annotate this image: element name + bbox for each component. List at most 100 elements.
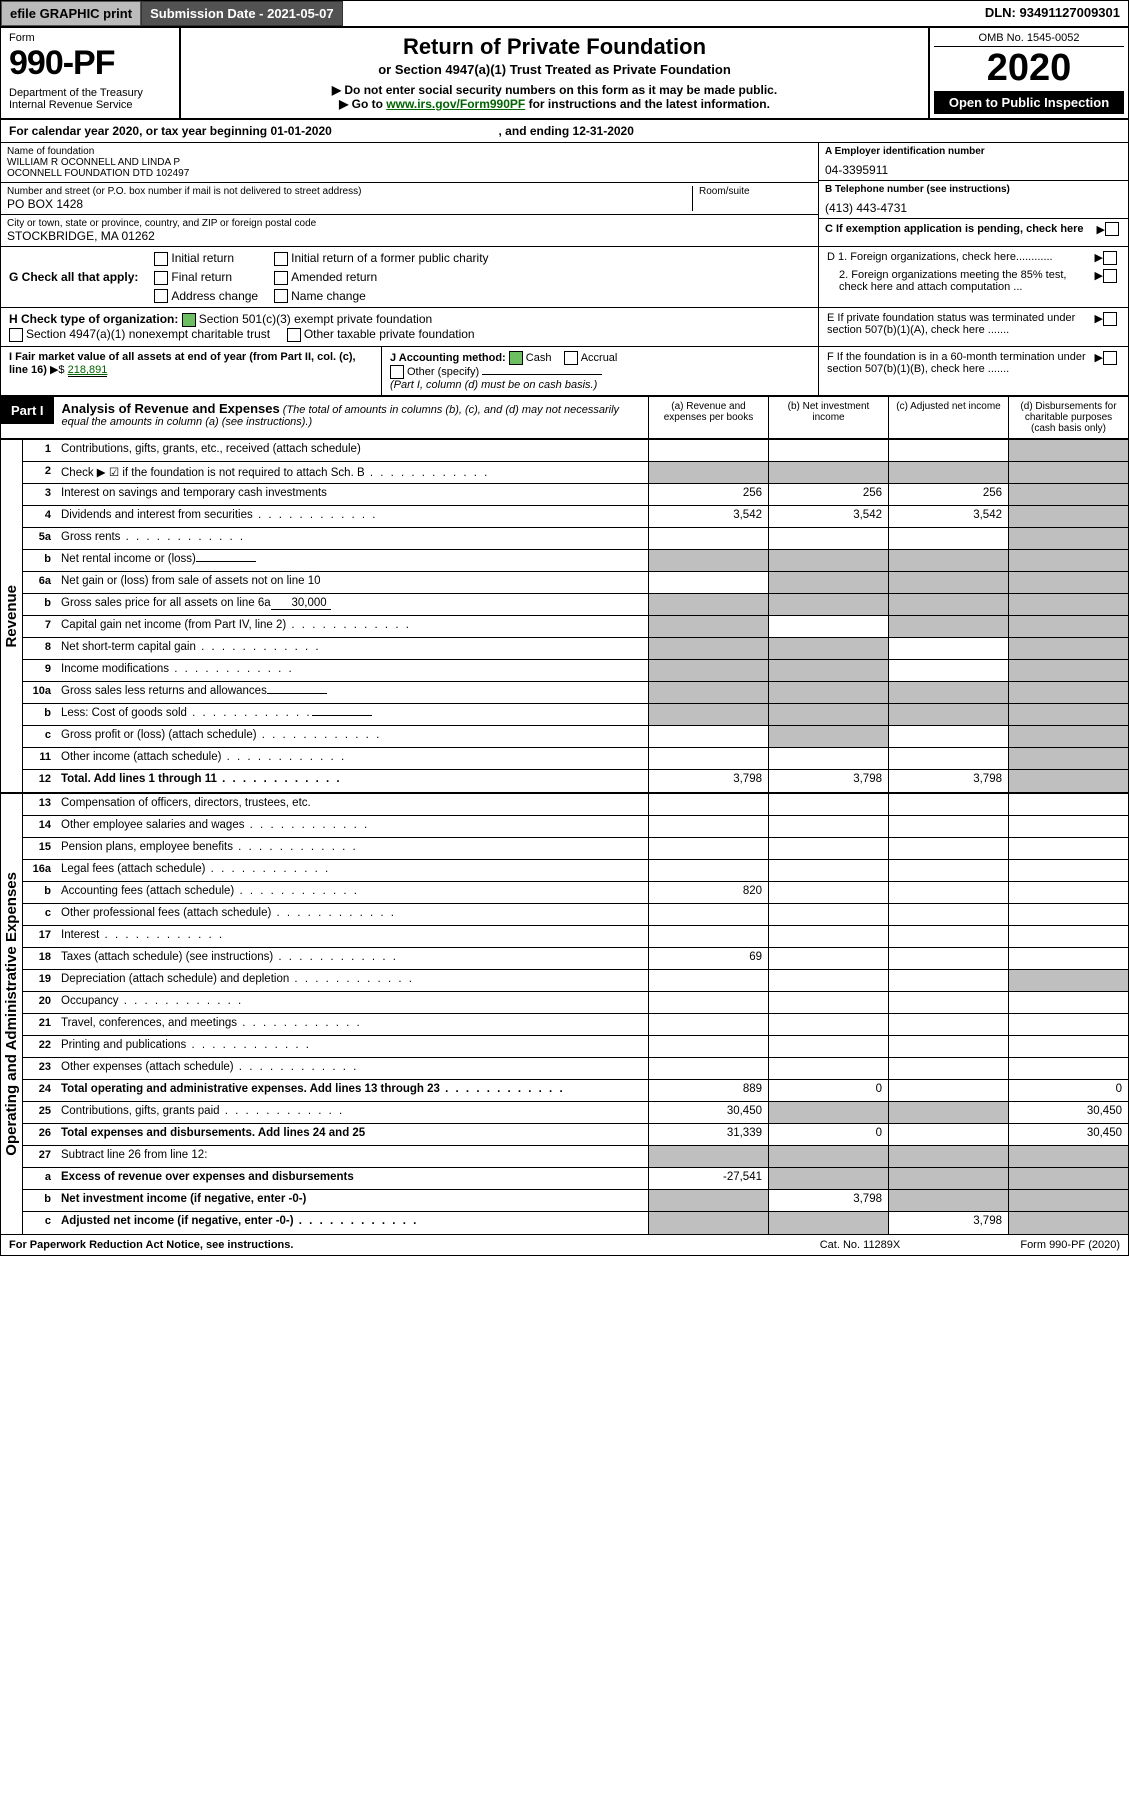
line-16a: 16aLegal fees (attach schedule) (23, 860, 1128, 882)
cell-a (648, 860, 768, 881)
city-label: City or town, state or province, country… (7, 218, 812, 229)
cell-c (888, 794, 1008, 815)
identity-block: Name of foundation WILLIAM R OCONNELL AN… (1, 143, 1128, 246)
cell-d (1008, 1014, 1128, 1035)
cell-a (648, 1212, 768, 1234)
cell-d (1008, 970, 1128, 991)
inline-value (196, 561, 256, 562)
line-20: 20Occupancy (23, 992, 1128, 1014)
line-text: Gross sales price for all assets on line… (57, 594, 648, 615)
line-text: Net gain or (loss) from sale of assets n… (57, 572, 648, 593)
line-27c: cAdjusted net income (if negative, enter… (23, 1212, 1128, 1234)
g-label: G Check all that apply: (9, 270, 138, 284)
form-word: Form (9, 32, 171, 44)
line-22: 22Printing and publications (23, 1036, 1128, 1058)
line-text: Interest on savings and temporary cash i… (57, 484, 648, 505)
cell-a: 3,542 (648, 506, 768, 527)
line-text: Check ▶ ☑ if the foundation is not requi… (57, 462, 648, 483)
cell-a (648, 926, 768, 947)
line-27a: aExcess of revenue over expenses and dis… (23, 1168, 1128, 1190)
i-value[interactable]: 218,891 (68, 364, 108, 377)
cell-b (768, 704, 888, 725)
cell-c (888, 1058, 1008, 1079)
line-text: Travel, conferences, and meetings (57, 1014, 648, 1035)
inline-value (312, 715, 372, 716)
inline-value (267, 693, 327, 694)
g-opt-1: Final return (171, 270, 232, 284)
d2-checkbox[interactable] (1103, 269, 1117, 283)
cell-c (888, 550, 1008, 571)
h-501c3-checkbox[interactable] (182, 313, 196, 327)
line-text: Less: Cost of goods sold (57, 704, 648, 725)
cell-b: 0 (768, 1080, 888, 1101)
line-16b: bAccounting fees (attach schedule)820 (23, 882, 1128, 904)
line-15: 15Pension plans, employee benefits (23, 838, 1128, 860)
cell-d (1008, 1146, 1128, 1167)
address: PO BOX 1428 (7, 197, 692, 211)
cell-a (648, 704, 768, 725)
g-address-checkbox[interactable] (154, 289, 168, 303)
c-checkbox[interactable] (1105, 222, 1119, 236)
line-text: Pension plans, employee benefits (57, 838, 648, 859)
cell-c (888, 1190, 1008, 1211)
line-num: 3 (23, 484, 57, 505)
line-num: 7 (23, 616, 57, 637)
cell-a (648, 550, 768, 571)
line-27: 27Subtract line 26 from line 12: (23, 1146, 1128, 1168)
cell-c (888, 1036, 1008, 1057)
cell-b (768, 726, 888, 747)
cell-c (888, 1124, 1008, 1145)
part1-table: Revenue 1Contributions, gifts, grants, e… (1, 439, 1128, 792)
g-amended-checkbox[interactable] (274, 271, 288, 285)
cell-b (768, 992, 888, 1013)
line-text: Total operating and administrative expen… (57, 1080, 648, 1101)
efile-print-button[interactable]: efile GRAPHIC print (1, 1, 141, 26)
cell-a: -27,541 (648, 1168, 768, 1189)
cell-b: 3,542 (768, 506, 888, 527)
j-cash-label: Cash (526, 352, 552, 364)
line-6b: bGross sales price for all assets on lin… (23, 594, 1128, 616)
f-checkbox[interactable] (1103, 351, 1117, 365)
g-final-checkbox[interactable] (154, 271, 168, 285)
line-text: Adjusted net income (if negative, enter … (57, 1212, 648, 1234)
j-other-checkbox[interactable] (390, 365, 404, 379)
line-11: 11Other income (attach schedule) (23, 748, 1128, 770)
g-initial-former-checkbox[interactable] (274, 252, 288, 266)
cell-c (888, 970, 1008, 991)
irs-link[interactable]: www.irs.gov/Form990PF (386, 97, 525, 111)
e-label: E If private foundation status was termi… (827, 312, 1095, 336)
col-a-header: (a) Revenue and expenses per books (648, 397, 768, 438)
line-num: 27 (23, 1146, 57, 1167)
line-num: 20 (23, 992, 57, 1013)
j-accrual-checkbox[interactable] (564, 351, 578, 365)
cell-c (888, 704, 1008, 725)
cell-d (1008, 860, 1128, 881)
g-initial-checkbox[interactable] (154, 252, 168, 266)
g-opt-4: Amended return (291, 270, 377, 284)
cell-a (648, 794, 768, 815)
phone-label: B Telephone number (see instructions) (825, 184, 1122, 195)
cell-b (768, 660, 888, 681)
cell-a (648, 1014, 768, 1035)
cell-b (768, 948, 888, 969)
h-label: H Check type of organization: (9, 312, 178, 326)
g-name-change-checkbox[interactable] (274, 289, 288, 303)
cell-c: 3,798 (888, 1212, 1008, 1234)
cell-d (1008, 748, 1128, 769)
part1-title: Analysis of Revenue and Expenses (62, 401, 280, 416)
cell-d (1008, 948, 1128, 969)
g-opt-0: Initial return (171, 251, 234, 265)
line-num: 5a (23, 528, 57, 549)
h-4947-checkbox[interactable] (9, 328, 23, 342)
e-checkbox[interactable] (1103, 312, 1117, 326)
cell-a (648, 1146, 768, 1167)
j-cash-checkbox[interactable] (509, 351, 523, 365)
cell-d (1008, 1058, 1128, 1079)
cell-d (1008, 1190, 1128, 1211)
h-other-checkbox[interactable] (287, 328, 301, 342)
d1-checkbox[interactable] (1103, 251, 1117, 265)
cell-b (768, 528, 888, 549)
tax-year: 2020 (934, 49, 1124, 87)
line-num: c (23, 726, 57, 747)
cell-d: 0 (1008, 1080, 1128, 1101)
